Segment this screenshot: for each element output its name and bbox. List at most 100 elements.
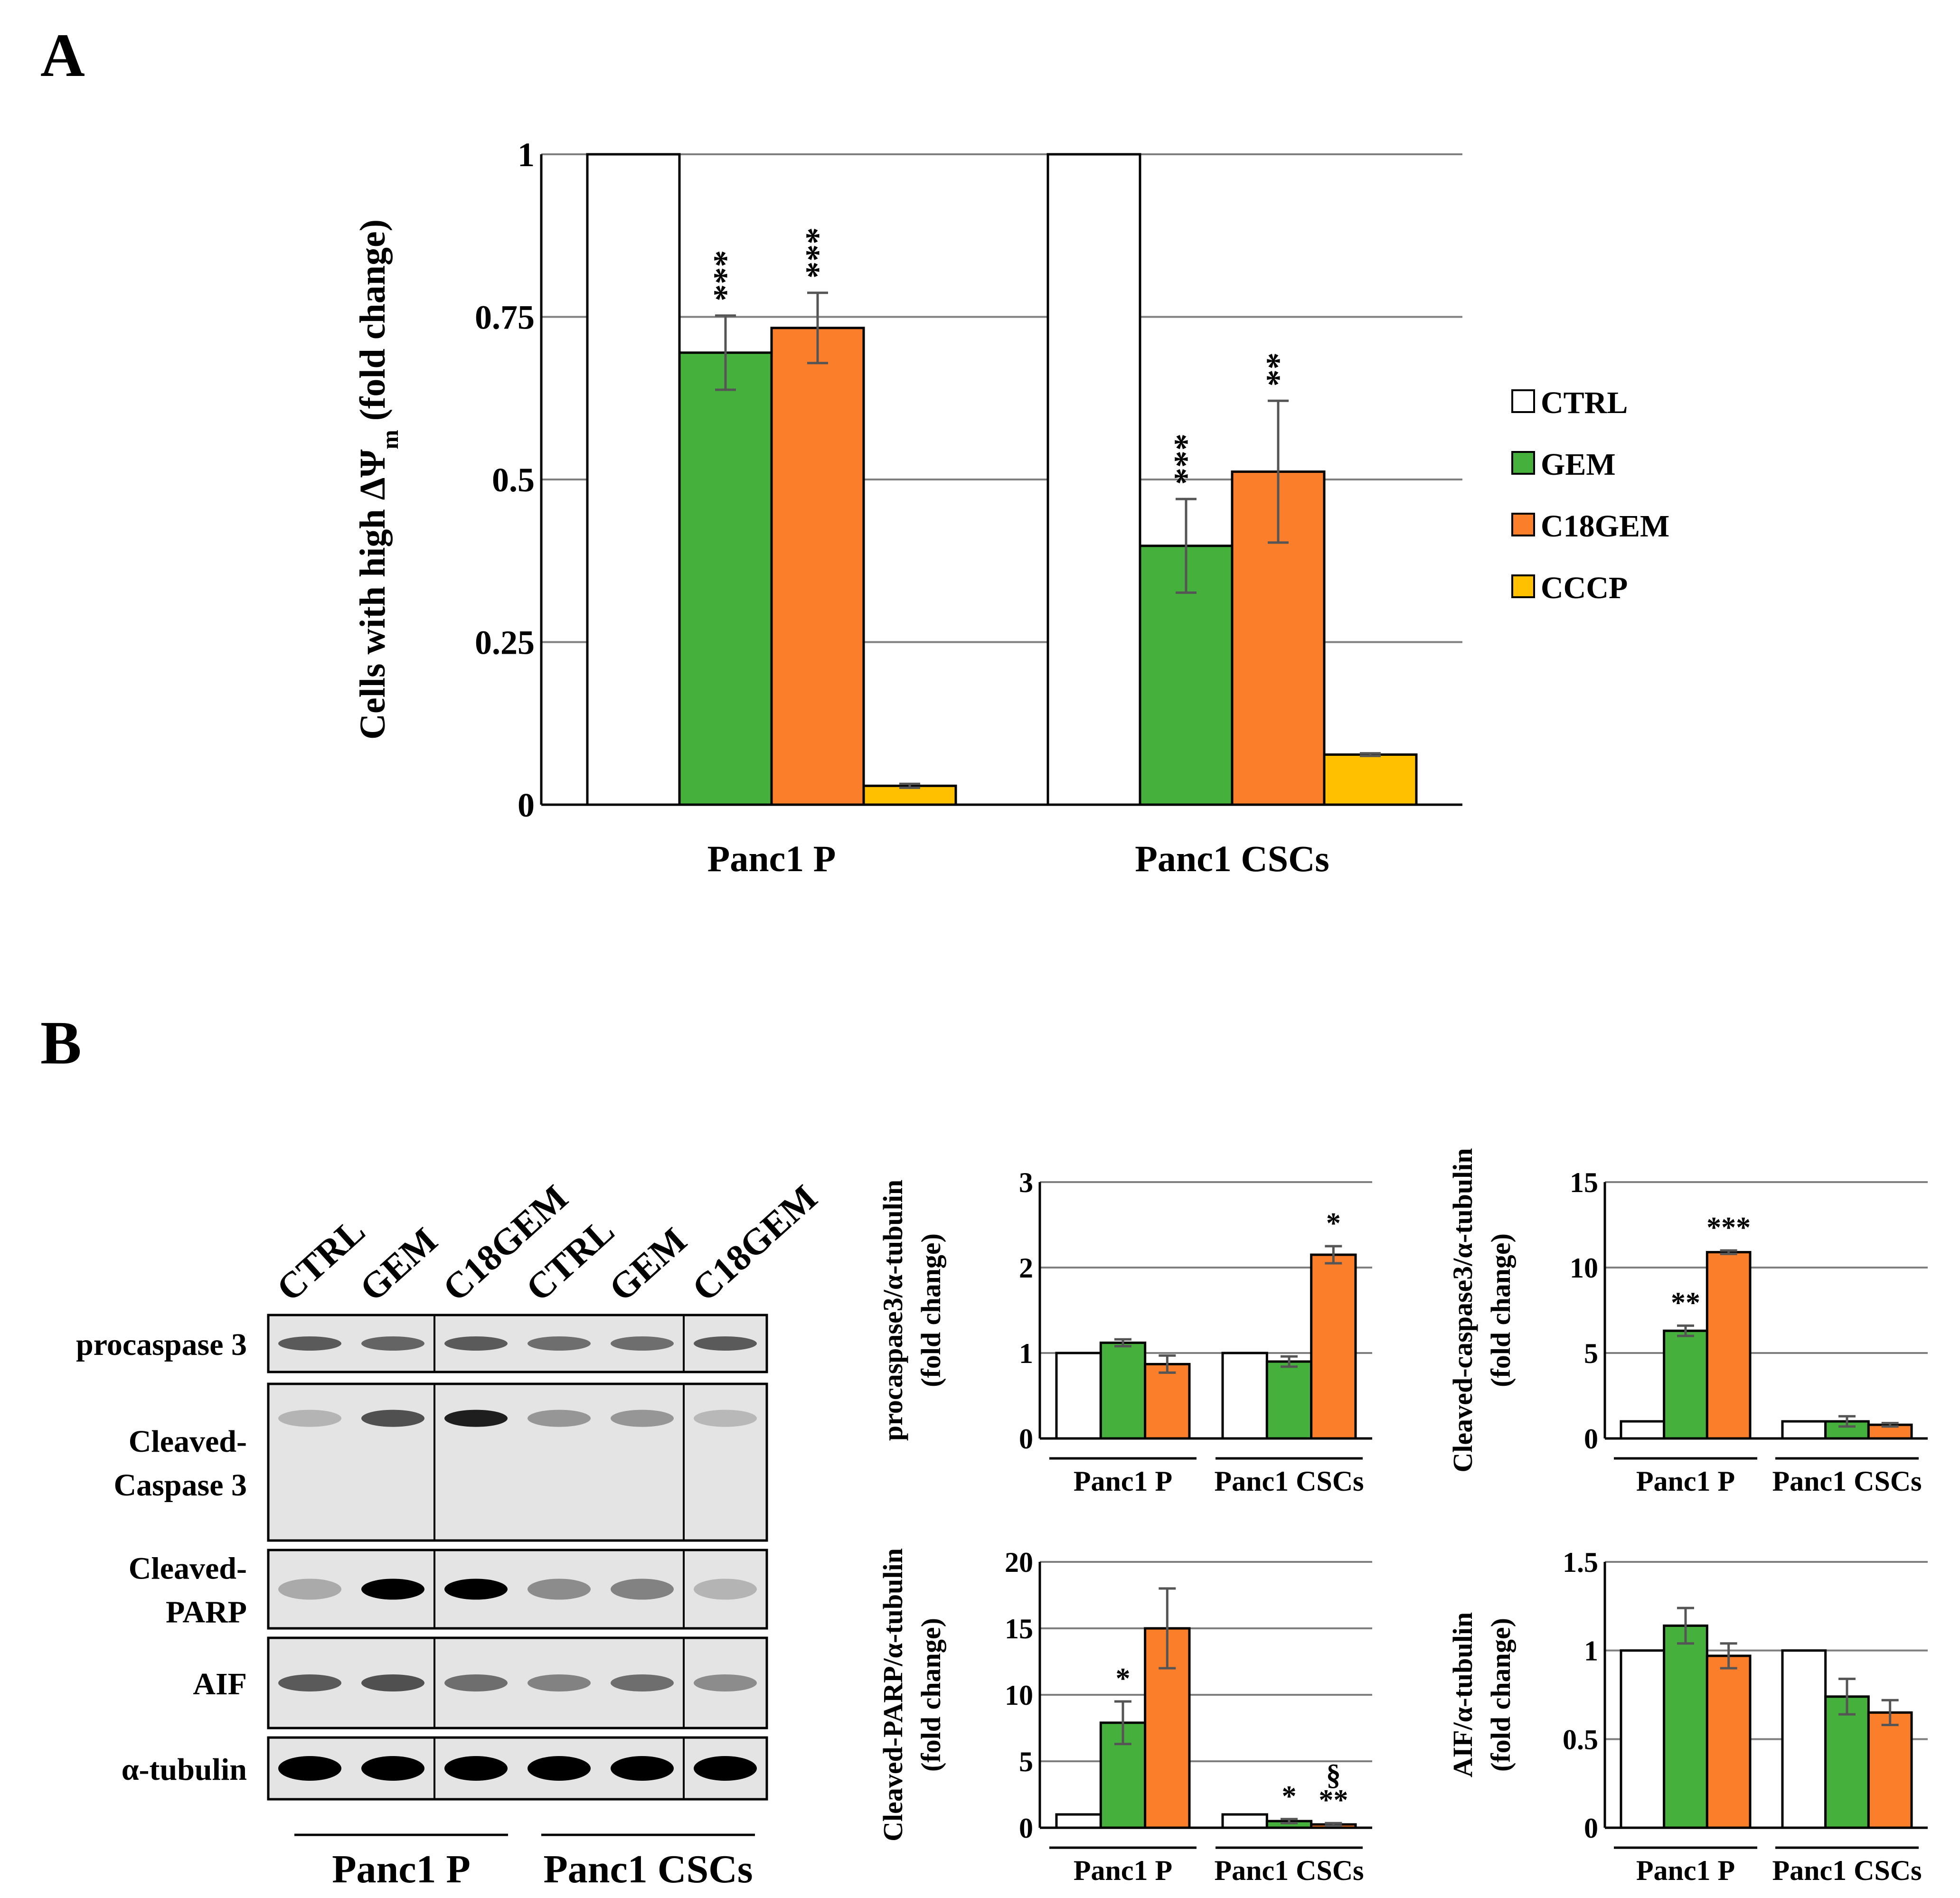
x-category-label: Panc1 P bbox=[1636, 1855, 1735, 1886]
y-axis-label: Cleaved-PARP/α-tubulin bbox=[877, 1548, 908, 1842]
y-tick-label: 0.5 bbox=[1563, 1724, 1598, 1755]
bar-ctrl-0 bbox=[1055, 1352, 1102, 1440]
y-tick-label: 3 bbox=[1019, 1167, 1033, 1198]
significance-mark: ** bbox=[1671, 1287, 1700, 1319]
x-category-label: Panc1 CSCs bbox=[1214, 1466, 1364, 1497]
legend-label-c18gem: C18GEM bbox=[1541, 509, 1669, 544]
legend-swatch-ctrl bbox=[1511, 389, 1535, 413]
blot-row-label: Cleaved- bbox=[129, 1551, 247, 1586]
section-mark: § bbox=[1326, 1759, 1341, 1791]
blot-band bbox=[528, 1756, 591, 1781]
blot-band bbox=[278, 1579, 341, 1600]
x-category-label: Panc1 P bbox=[707, 838, 836, 879]
y-tick-label: 5 bbox=[1584, 1338, 1598, 1369]
y-tick-label: 10 bbox=[1570, 1252, 1598, 1284]
blot-panel bbox=[267, 1314, 768, 1373]
y-tick-label: 0.5 bbox=[492, 461, 535, 499]
legend-swatch-gem bbox=[1511, 451, 1535, 475]
y-tick-label: 15 bbox=[1005, 1613, 1033, 1644]
legend-swatch-c18gem bbox=[1511, 513, 1535, 536]
bar-c18gem-1 bbox=[1867, 1711, 1913, 1829]
blot-band bbox=[361, 1674, 424, 1691]
bar-gem-1 bbox=[1824, 1695, 1870, 1829]
bar-gem-0 bbox=[1099, 1341, 1147, 1440]
significance-mark: *** bbox=[799, 227, 837, 279]
x-category-label: Panc1 P bbox=[1074, 1855, 1172, 1886]
legend-label-ctrl: CTRL bbox=[1541, 385, 1628, 420]
y-axis-label-subscript: m bbox=[377, 430, 403, 449]
significance-mark: *** bbox=[1167, 433, 1205, 485]
significance-mark: *** bbox=[1706, 1212, 1751, 1244]
blot-band bbox=[694, 1674, 757, 1691]
bar-ctrl-1 bbox=[1781, 1649, 1827, 1829]
significance-mark: * bbox=[1116, 1663, 1131, 1695]
blot-band bbox=[611, 1409, 674, 1427]
blot-band bbox=[361, 1336, 424, 1351]
significance-mark: *** bbox=[707, 250, 744, 301]
bar-c18gem-0 bbox=[1706, 1251, 1752, 1440]
lane-label: C18GEM bbox=[684, 1176, 825, 1309]
chart-a-mitochondrial-potential: 00.250.50.751***********Panc1 P Panc1 CSC… bbox=[353, 136, 1462, 879]
blot-band bbox=[278, 1756, 341, 1781]
y-axis-label: (fold change) bbox=[1485, 1618, 1516, 1772]
blot-band bbox=[528, 1674, 591, 1691]
y-tick-label: 20 bbox=[1005, 1547, 1033, 1578]
blot-band bbox=[694, 1336, 757, 1351]
blot-band bbox=[694, 1579, 757, 1600]
blot-band bbox=[694, 1409, 757, 1427]
panel-label-b: B bbox=[40, 1009, 82, 1077]
y-tick-label: 0.75 bbox=[475, 299, 535, 337]
y-axis-label: Cleaved-caspase3/α-tubulin bbox=[1447, 1148, 1478, 1472]
blot-band bbox=[444, 1409, 508, 1427]
y-tick-label: 0 bbox=[1584, 1423, 1598, 1455]
blot-panel bbox=[267, 1549, 768, 1630]
y-axis-label-tail: (fold change) bbox=[353, 219, 393, 430]
bar-ctrl-0 bbox=[1620, 1420, 1666, 1440]
blot-band bbox=[611, 1579, 674, 1600]
blot-band bbox=[361, 1756, 424, 1781]
bar-ctrl-0 bbox=[1620, 1649, 1666, 1829]
bar-ctrl-1 bbox=[1781, 1420, 1827, 1440]
bar-gem-1 bbox=[1265, 1360, 1313, 1440]
bar-ctrl-0 bbox=[586, 153, 681, 806]
y-axis-label-main: Cells with high ΔΨ bbox=[353, 449, 393, 740]
bar-ctrl-1 bbox=[1221, 1352, 1268, 1440]
blot-band bbox=[694, 1756, 757, 1781]
blot-row-label: Caspase 3 bbox=[113, 1468, 247, 1503]
blot-panel bbox=[267, 1736, 768, 1801]
significance-mark: * bbox=[1282, 1780, 1297, 1813]
chart-procaspase3: 0 1 2 3 * Panc1 P Panc1 CSCs procaspase3/α-tubu… bbox=[877, 1167, 1372, 1497]
x-category-label: Panc1 CSCs bbox=[1135, 838, 1329, 879]
y-tick-label: 0 bbox=[1584, 1813, 1598, 1844]
chart-aif: 0 0.5 1 1.5 Panc1 P Panc1 CSCs AIF/α-tubulin (f… bbox=[1447, 1547, 1928, 1886]
x-category-label: Panc1 CSCs bbox=[1772, 1855, 1922, 1886]
blot-panel bbox=[267, 1382, 768, 1542]
blot-band bbox=[528, 1409, 591, 1427]
y-tick-label: 10 bbox=[1005, 1680, 1033, 1711]
bar-gem-0 bbox=[1663, 1624, 1708, 1829]
y-axis-label: procaspase3/α-tubulin bbox=[877, 1180, 908, 1441]
legend-label-cccp: CCCP bbox=[1541, 571, 1628, 605]
bar-c18gem-0 bbox=[1706, 1654, 1752, 1829]
blot-band bbox=[361, 1409, 424, 1427]
x-category-label: Panc1 P bbox=[1636, 1466, 1735, 1497]
x-category-label: Panc1 CSCs bbox=[1214, 1855, 1364, 1886]
bar-ctrl-0 bbox=[1055, 1813, 1102, 1829]
y-tick-label: 1.5 bbox=[1563, 1547, 1598, 1578]
y-tick-label: 0 bbox=[518, 786, 535, 824]
y-axis-label: (fold change) bbox=[915, 1618, 946, 1772]
blot-panel bbox=[267, 1636, 768, 1729]
blot-row-label: PARP bbox=[166, 1595, 247, 1630]
y-tick-label: 5 bbox=[1019, 1746, 1033, 1777]
y-tick-label: 0 bbox=[1019, 1813, 1033, 1844]
chart-a-legend: CTRL GEM C18GEM CCCP bbox=[1511, 385, 1669, 605]
blot-row-label: procaspase 3 bbox=[76, 1327, 247, 1362]
blot-row-label: AIF bbox=[193, 1667, 247, 1701]
bar-gem-0 bbox=[1663, 1329, 1708, 1440]
blot-band bbox=[611, 1674, 674, 1691]
y-tick-label: 15 bbox=[1570, 1167, 1598, 1198]
bar-ctrl-1 bbox=[1046, 153, 1141, 806]
x-category-label: Panc1 CSCs bbox=[1772, 1466, 1922, 1497]
